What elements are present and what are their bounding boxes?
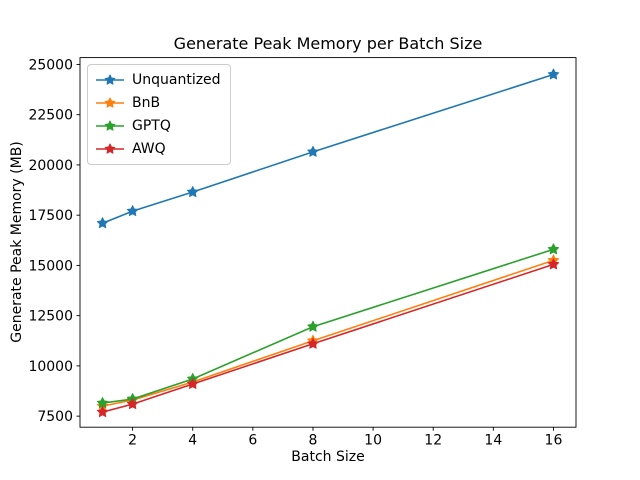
legend-line-sample-gptq [96,120,124,131]
chart-title: Generate Peak Memory per Batch Size [173,34,483,53]
series-line-gptq [102,248,554,404]
legend-label-bnb: BnB [132,95,161,111]
legend: Unquantized BnB GPTQ AWQ [87,64,231,165]
axes-spines [79,57,577,428]
legend-star-marker-unquantized [104,74,116,85]
x-tick-label: 4 [188,433,197,449]
series-line-bnb [102,259,554,407]
data-point-marker-unquantized [307,145,319,157]
y-tick-label: 17500 [28,208,73,224]
legend-star-marker-bnb [104,97,116,108]
data-point-marker-unquantized [547,68,560,80]
data-point-marker-awq [307,337,319,349]
legend-label-unquantized: Unquantized [132,72,221,88]
data-point-marker-awq [187,377,199,389]
legend-line-sample-awq [96,143,124,154]
legend-item-gptq: GPTQ [95,116,221,136]
x-axis-label: Batch Size [291,449,365,465]
y-tick-label: 10000 [28,359,73,375]
x-tick-label: 12 [424,433,442,449]
data-point-marker-awq [126,398,139,410]
x-tick-label: 8 [309,433,318,449]
series-line-awq [102,263,554,413]
y-tick-label: 12500 [28,309,73,325]
x-tick-label: 10 [364,433,382,449]
y-tick-label: 15000 [28,258,73,274]
legend-star-marker-awq [104,143,116,154]
legend-item-unquantized: Unquantized [95,70,221,90]
legend-item-bnb: BnB [95,93,221,113]
x-tick-label: 6 [248,433,257,449]
data-point-marker-gptq [547,243,560,255]
y-tick-label: 25000 [28,57,73,73]
y-tick-label: 22500 [28,108,73,124]
x-tick-label: 2 [128,433,137,449]
legend-item-awq: AWQ [95,139,221,159]
data-point-marker-unquantized [126,205,139,217]
y-tick-label: 20000 [28,158,73,174]
legend-label-awq: AWQ [132,141,166,157]
data-point-marker-awq [96,406,109,418]
legend-line-sample-bnb [96,97,124,108]
legend-line-sample-unquantized [96,74,124,85]
data-point-marker-gptq [307,320,319,332]
data-point-marker-gptq [96,397,109,409]
y-axis-label: Generate Peak Memory (MB) [9,141,25,343]
x-tick-label: 14 [484,433,502,449]
y-tick-label: 7500 [37,409,73,425]
data-point-marker-unquantized [96,217,109,229]
data-point-marker-awq [547,258,560,270]
x-tick-label: 16 [545,433,563,449]
legend-label-gptq: GPTQ [132,118,171,134]
legend-star-marker-gptq [104,120,116,131]
data-point-marker-unquantized [187,186,199,197]
